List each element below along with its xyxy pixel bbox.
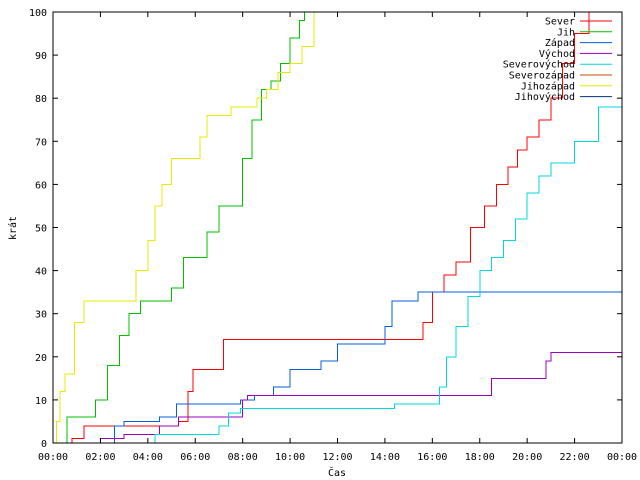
x-tick-label: 20:00 [512, 452, 542, 463]
x-tick-label: 16:00 [417, 452, 447, 463]
y-tick-label: 80 [35, 94, 47, 105]
x-tick-label: 22:00 [560, 452, 590, 463]
y-tick-label: 30 [35, 310, 47, 321]
axes: 00:00 02:00 04:00 06:00 08:00 10:00 12:00 14:00… [29, 8, 637, 463]
legend-label: Jih [557, 27, 575, 38]
legend-label: Západ [545, 37, 575, 49]
x-tick-label: 14:00 [370, 452, 400, 463]
y-tick-label: 90 [35, 51, 47, 62]
y-tick-label: 20 [35, 353, 47, 364]
series-line-1 [53, 12, 599, 443]
x-tick-label: 02:00 [85, 452, 115, 463]
x-axis-title: Čas [328, 466, 346, 479]
x-tick-label: 12:00 [322, 452, 352, 463]
x-tick-label: 10:00 [275, 452, 305, 463]
y-tick-label: 70 [35, 137, 47, 148]
plot-lines [53, 12, 622, 443]
series-line-3 [53, 291, 622, 443]
y-tick-label: 40 [35, 267, 47, 278]
x-tick-label: 04:00 [133, 452, 163, 463]
y-axis-title: krát [7, 216, 19, 240]
series-line-2 [53, 12, 305, 443]
legend: SeverJihZápadVýchodSeverovýchodSeverozáp… [503, 17, 612, 103]
x-tick-label: 00:00 [38, 452, 68, 463]
series-line-5 [53, 68, 622, 443]
legend-label: Sever [545, 17, 575, 28]
y-tick-label: 0 [41, 439, 47, 450]
legend-label: Jihovýchod [515, 91, 575, 103]
legend-label: Severovýchod [503, 59, 575, 71]
x-tick-label: 18:00 [465, 452, 495, 463]
x-tick-label: 06:00 [180, 452, 210, 463]
series-line-4 [53, 352, 622, 443]
series-line-7 [53, 12, 315, 443]
x-tick-label: 00:00 [607, 452, 637, 463]
legend-label: Severozápad [509, 70, 575, 82]
legend-label: Jihozápad [521, 80, 575, 92]
y-tick-label: 60 [35, 180, 47, 191]
x-tick-label: 08:00 [228, 452, 258, 463]
y-tick-label: 50 [35, 224, 47, 235]
y-tick-label: 10 [35, 396, 47, 407]
y-tick-label: 100 [29, 8, 47, 19]
legend-label: Východ [539, 48, 575, 60]
